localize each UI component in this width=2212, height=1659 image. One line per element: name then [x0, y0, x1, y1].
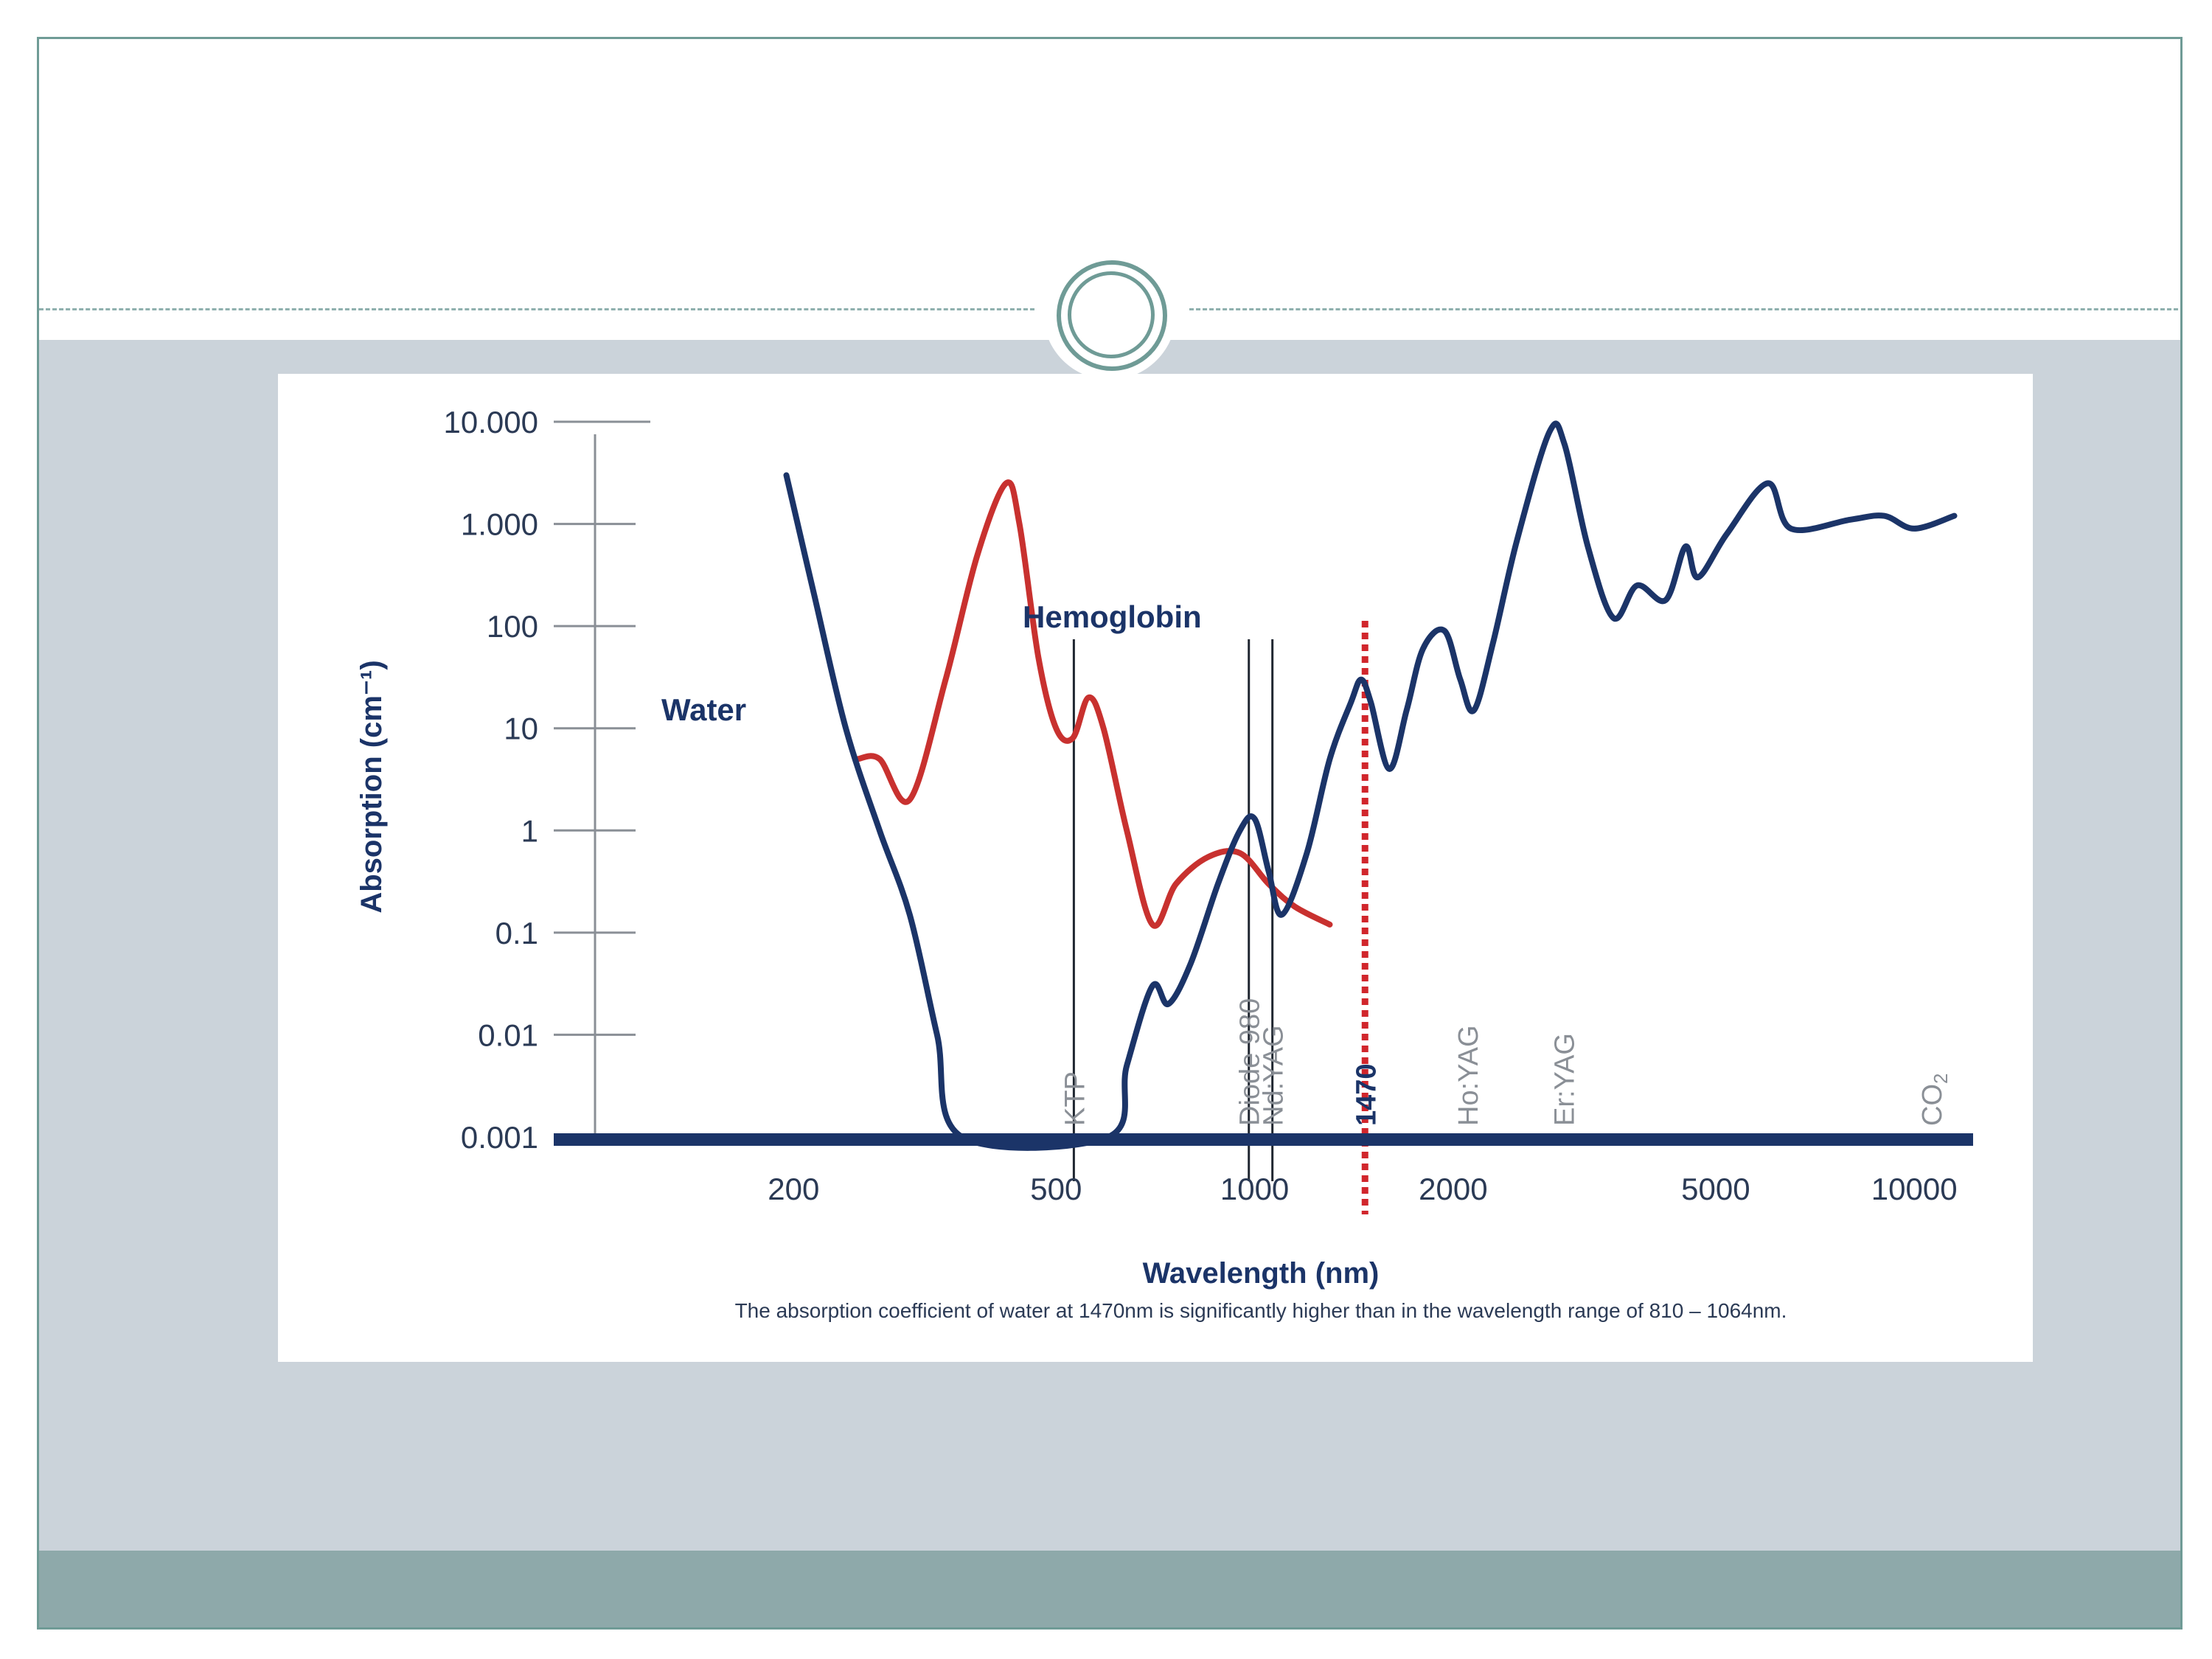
hemoglobin-line [858, 482, 1330, 926]
y-tick-label: 10.000 [444, 405, 538, 439]
x-tick-label: 5000 [1681, 1172, 1750, 1206]
title-divider-right [1189, 308, 2183, 310]
x-tick-label: 10000 [1871, 1172, 1958, 1206]
hemoglobin-series-label: Hemoglobin [1023, 599, 1202, 634]
y-tick-label: 1.000 [461, 507, 538, 542]
laser-label-ktp: KTP [1060, 1071, 1091, 1126]
x-tick-label: 200 [768, 1172, 819, 1206]
laser-label-1470: 1470 [1351, 1063, 1382, 1126]
slide-frame: KTP Diode 980 Nd:YAG 1470 Ho:YAG Er:YAG CO2 10… [37, 37, 2183, 1630]
x-tick-label: 500 [1030, 1172, 1082, 1206]
series-lines [787, 424, 1955, 1148]
circle-ornament-icon [1043, 247, 1176, 380]
y-tick-label: 10 [504, 712, 538, 746]
x-axis-title: Wavelength (nm) [1143, 1257, 1380, 1290]
y-tick-label: 0.001 [461, 1120, 538, 1155]
laser-label-co2: CO2 [1917, 1074, 1952, 1126]
y-tick-label: 0.1 [495, 916, 538, 950]
laser-label-ho-yag: Ho:YAG [1453, 1025, 1484, 1126]
y-tick-marks [554, 422, 650, 1034]
x-axis-bar [554, 1133, 1973, 1146]
y-tick-label: 1 [521, 813, 538, 848]
water-series-label: Water [661, 692, 746, 727]
x-tick-label: 2000 [1419, 1172, 1487, 1206]
y-tick-label: 0.01 [478, 1018, 538, 1052]
laser-label-er-yag: Er:YAG [1550, 1033, 1581, 1126]
y-tick-label: 100 [487, 609, 538, 644]
chart-caption: The absorption coefficient of water at 1… [735, 1299, 1787, 1322]
co2-subscript: 2 [1930, 1074, 1952, 1084]
x-tick-label: 1000 [1220, 1172, 1289, 1206]
water-line [787, 424, 1955, 1148]
y-tick-labels: 10.000 1.000 100 10 1 0.1 0.01 0.001 [444, 405, 538, 1155]
chart-panel: KTP Diode 980 Nd:YAG 1470 Ho:YAG Er:YAG CO2 10… [278, 374, 2033, 1362]
footer-band [39, 1551, 2180, 1627]
y-axis-title: Absorption (cm⁻¹) [355, 660, 388, 913]
title-divider-left [39, 308, 1034, 310]
laser-label-nd-yag: Nd:YAG [1259, 1025, 1290, 1126]
